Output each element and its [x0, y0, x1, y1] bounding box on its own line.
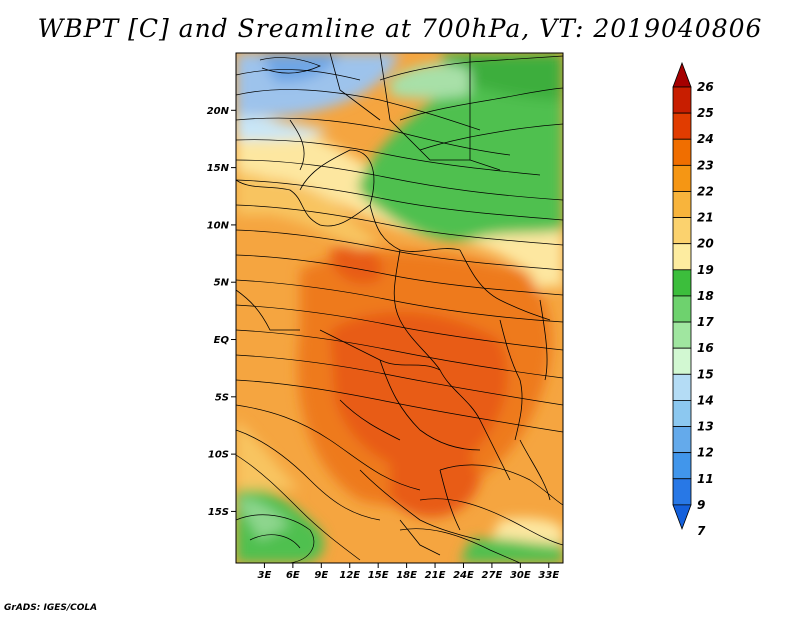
lon-label: 15E	[368, 570, 389, 581]
lon-label: 6E	[286, 570, 300, 581]
colorbar-label: 7	[697, 524, 706, 538]
colorbar-label: 14	[697, 393, 714, 407]
streamlines	[236, 55, 563, 563]
lat-label: 5N	[214, 278, 230, 289]
lat-label: 15S	[208, 507, 229, 518]
colorbar-label: 26	[697, 80, 714, 94]
colorbar-label: 17	[697, 315, 714, 329]
colorbar-segment	[672, 112, 692, 140]
colorbar: 26 25 24 23 22 21 20 19 18 17 16 15 14 13 12 11 9 7	[672, 61, 714, 538]
colorbar-label: 21	[697, 211, 714, 225]
colorbar-segment	[672, 321, 692, 349]
longitude-axis: 3E 6E 9E 12E 15E 18E 21E 24E 27E 30E 33E	[258, 563, 559, 581]
latitude-axis: 20N 15N 10N 5N EQ 5S 10S 15S	[207, 106, 236, 518]
colorbar-segment	[672, 164, 692, 192]
lon-label: 9E	[314, 570, 328, 581]
colorbar-label: 23	[697, 158, 714, 172]
lon-label: 24E	[453, 570, 474, 581]
colorbar-segment	[672, 191, 692, 218]
colorbar-label: 16	[697, 341, 714, 355]
lat-label: 10S	[208, 450, 229, 461]
colorbar-label: 12	[697, 446, 714, 460]
lon-label: 18E	[396, 570, 417, 581]
shaded-field	[236, 53, 563, 563]
colorbar-label: 24	[697, 132, 714, 146]
colorbar-label: 9	[697, 498, 705, 512]
colorbar-label: 13	[697, 420, 714, 434]
colorbar-segment	[672, 217, 692, 245]
lat-label: EQ	[214, 335, 230, 346]
colorbar-label: 18	[697, 289, 714, 303]
colorbar-segment	[672, 452, 692, 480]
lon-label: 33E	[538, 570, 559, 581]
lat-label: 10N	[207, 220, 230, 231]
lon-label: 12E	[339, 570, 360, 581]
colorbar-segment	[672, 347, 692, 375]
colorbar-top-arrow	[672, 61, 692, 88]
colorbar-segment	[672, 138, 692, 166]
plot-title: WBPT [C] and Sreamline at 700hPa, VT: 20…	[37, 14, 763, 43]
colorbar-label: 22	[697, 184, 714, 198]
colorbar-bottom-arrow	[672, 504, 692, 531]
colorbar-label: 20	[697, 237, 714, 251]
lon-label: 21E	[425, 570, 446, 581]
colorbar-segment	[672, 243, 692, 271]
lat-label: 15N	[207, 163, 230, 174]
colorbar-segment	[672, 86, 692, 114]
map-frame	[235, 52, 564, 564]
lon-label: 30E	[510, 570, 531, 581]
colorbar-label: 11	[697, 472, 714, 486]
colorbar-segment	[672, 373, 692, 401]
colorbar-label: 25	[697, 106, 714, 120]
colorbar-segment	[672, 269, 692, 297]
lon-label: 3E	[258, 570, 272, 581]
colorbar-segment	[672, 295, 692, 323]
lat-label: 20N	[207, 106, 230, 117]
lon-label: 27E	[482, 570, 503, 581]
grads-credit: GrADS: IGES/COLA	[4, 603, 98, 613]
colorbar-segment	[672, 478, 692, 506]
colorbar-label: 15	[697, 367, 714, 381]
colorbar-segment	[672, 426, 692, 454]
country-borders	[236, 53, 551, 556]
lat-label: 5S	[215, 392, 229, 403]
colorbar-label: 19	[697, 263, 714, 277]
colorbar-segment	[672, 400, 692, 427]
